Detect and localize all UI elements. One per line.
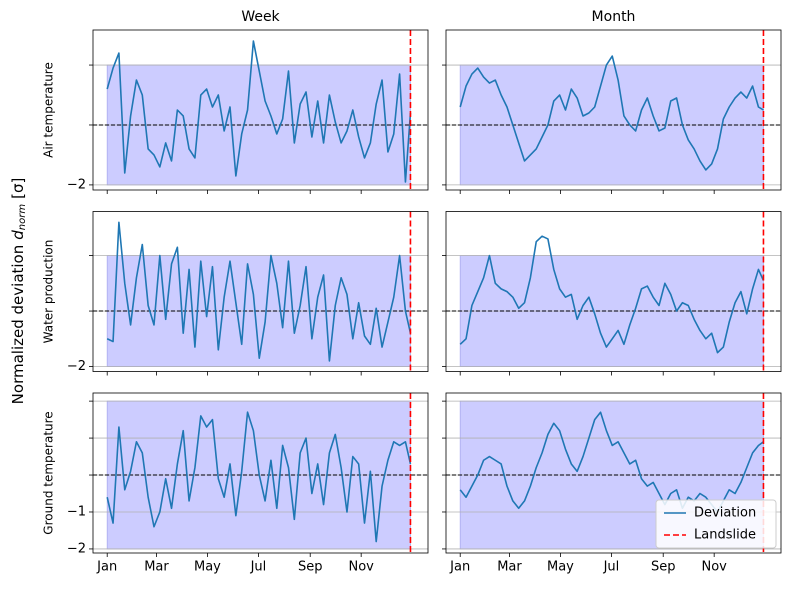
x-tick-label: Jan bbox=[96, 560, 117, 575]
y-tick-label: −2 bbox=[67, 541, 86, 556]
data-line bbox=[106, 221, 412, 362]
data-line bbox=[459, 235, 765, 354]
label-subscript: norm bbox=[17, 204, 28, 231]
y-axis-label: Air temperature bbox=[42, 62, 56, 158]
x-tick-label: Nov bbox=[348, 560, 374, 575]
legend-label: Deviation bbox=[694, 506, 756, 521]
x-tick-label: Sep bbox=[298, 560, 323, 575]
data-line bbox=[459, 55, 764, 171]
y-axis-label: Ground temperature bbox=[42, 411, 56, 534]
label-symbol: d bbox=[9, 230, 27, 240]
x-tick-label: May bbox=[194, 560, 221, 575]
figure-y-label: Normalized deviation dnorm [σ] bbox=[9, 178, 29, 405]
axes-frame bbox=[445, 392, 782, 554]
axes-frame bbox=[92, 211, 429, 372]
label-text: Normalized deviation bbox=[9, 245, 27, 405]
legend-box bbox=[655, 499, 777, 549]
x-tick-label: Jul bbox=[603, 560, 620, 575]
x-tick-label: Nov bbox=[701, 560, 727, 575]
data-line bbox=[106, 40, 412, 183]
x-tick-label: Mar bbox=[497, 560, 522, 575]
panel-title: Month bbox=[592, 9, 636, 25]
x-tick-label: Jan bbox=[449, 560, 470, 575]
x-tick-label: Jul bbox=[250, 560, 267, 575]
axes-frame bbox=[92, 392, 429, 554]
axes-frame bbox=[92, 29, 429, 191]
x-tick-label: May bbox=[547, 560, 574, 575]
x-tick-label: Sep bbox=[651, 560, 676, 575]
data-line bbox=[106, 411, 412, 543]
y-tick-label: −1 bbox=[67, 504, 86, 519]
axes-frame bbox=[445, 211, 782, 372]
label-unit: [σ] bbox=[9, 178, 27, 199]
y-axis-label: Water production bbox=[42, 240, 56, 344]
y-tick-label: −2 bbox=[67, 177, 86, 192]
y-tick-label: −2 bbox=[67, 359, 86, 374]
legend-label: Landslide bbox=[694, 528, 756, 543]
axes-frame bbox=[445, 29, 782, 191]
panel-title: Week bbox=[241, 9, 280, 25]
x-tick-label: Mar bbox=[144, 560, 169, 575]
